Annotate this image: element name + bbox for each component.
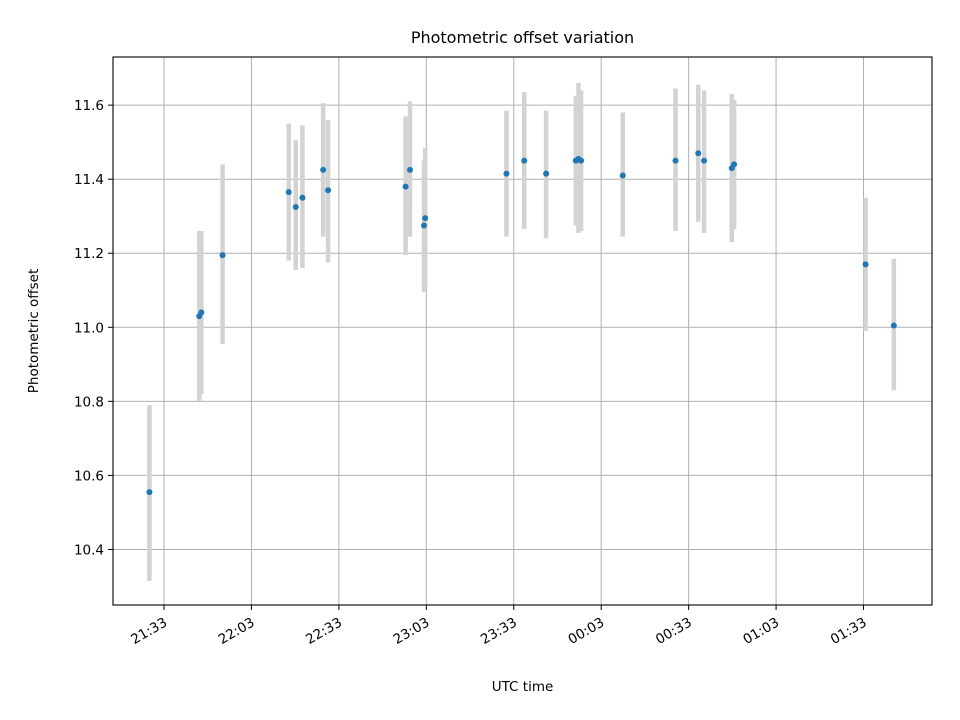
- data-point: [422, 215, 429, 222]
- data-points: [146, 150, 897, 496]
- x-axis-label: UTC time: [492, 679, 554, 695]
- data-point: [402, 183, 409, 190]
- data-point: [890, 322, 897, 329]
- y-axis: 10.4 10.6 10.8 11.0 11.2 11.4 11.6: [74, 98, 113, 558]
- data-point: [146, 489, 153, 496]
- data-point: [406, 166, 413, 173]
- data-point: [420, 222, 427, 229]
- data-point: [320, 166, 327, 173]
- data-point: [619, 172, 626, 179]
- data-point: [521, 157, 528, 164]
- chart-title: Photometric offset variation: [411, 28, 634, 47]
- data-point: [862, 261, 869, 268]
- data-point: [292, 203, 299, 210]
- data-point: [285, 189, 292, 196]
- data-point: [299, 194, 306, 201]
- y-tick-label: 11.6: [74, 98, 104, 114]
- y-tick-label: 10.4: [74, 542, 104, 558]
- y-tick-label: 11.2: [74, 246, 104, 262]
- data-point: [503, 170, 510, 177]
- y-tick-label: 10.6: [74, 468, 104, 484]
- data-point: [198, 309, 205, 316]
- data-point: [325, 187, 332, 194]
- plot-frame: [112, 56, 933, 606]
- data-point: [672, 157, 679, 164]
- data-point: [219, 252, 226, 259]
- y-tick-label: 11.0: [74, 320, 104, 336]
- data-point: [701, 157, 708, 164]
- data-point: [695, 150, 702, 157]
- data-point: [578, 157, 585, 164]
- data-point: [543, 170, 550, 177]
- y-tick-label: 10.8: [74, 394, 104, 410]
- y-axis-label: Photometric offset: [26, 269, 42, 393]
- y-tick-label: 11.4: [74, 172, 104, 188]
- data-point: [731, 161, 738, 168]
